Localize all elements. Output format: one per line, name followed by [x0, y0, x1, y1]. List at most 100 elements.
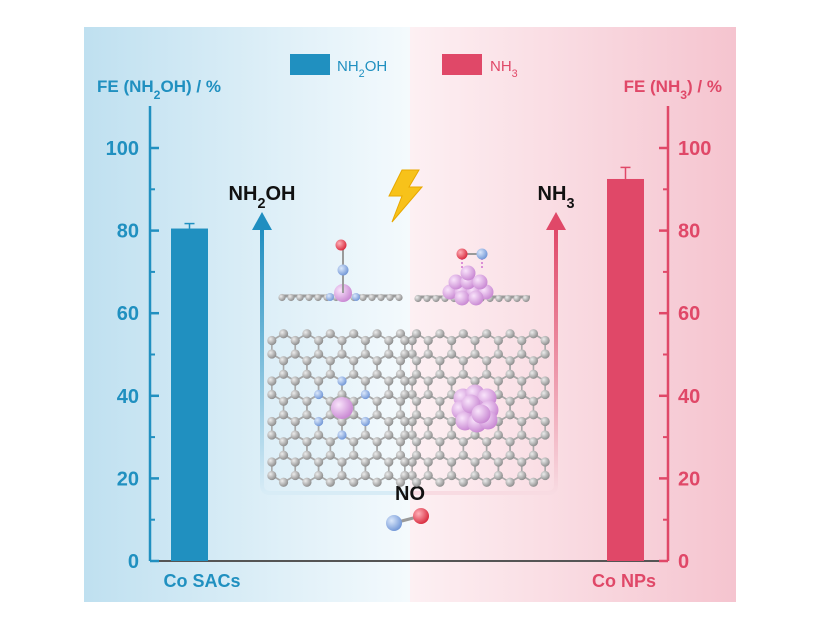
- carbon-atom: [372, 437, 382, 447]
- carbon-atom: [337, 416, 347, 427]
- carbon-atom: [372, 396, 382, 406]
- carbon-atom: [314, 457, 324, 467]
- carbon-atom: [423, 457, 433, 467]
- carbon-atom: [411, 477, 422, 487]
- carbon-atom: [314, 430, 324, 440]
- carbon-atom: [423, 294, 431, 303]
- pathway-arrow-nh2oh: [260, 228, 408, 495]
- carbon-atom: [337, 470, 347, 481]
- carbon-atom: [528, 356, 539, 366]
- carbon-atom: [435, 437, 445, 447]
- carbon-atom: [337, 389, 347, 400]
- carbon-atom: [400, 430, 410, 440]
- carbon-atom: [384, 457, 394, 467]
- carbon-atom: [290, 430, 300, 440]
- carbon-atom: [267, 349, 277, 359]
- carbon-atom: [384, 376, 394, 386]
- carbon-atom: [493, 457, 503, 467]
- carbon-atom: [423, 335, 433, 346]
- carbon-atom: [302, 477, 312, 487]
- carbon-atom: [540, 349, 550, 359]
- oxygen-atom: [456, 248, 468, 260]
- carbon-atom: [290, 376, 300, 386]
- carbon-atom: [411, 329, 422, 339]
- carbon-atom: [447, 335, 457, 346]
- carbon-atom: [423, 470, 433, 481]
- left-axis-title: FE (NH2OH) / %: [97, 77, 221, 102]
- carbon-atom: [513, 294, 521, 303]
- cobalt-atom: [468, 290, 484, 306]
- reactant-label-no: NO: [395, 483, 425, 505]
- bars: [171, 166, 644, 561]
- co-sac-side-view: [278, 239, 403, 302]
- carbon-atom: [482, 450, 492, 460]
- arrowhead-nh2oh: [252, 212, 272, 230]
- carbon-atom: [337, 349, 347, 359]
- carbon-atom: [337, 457, 347, 467]
- carbon-atom: [278, 396, 289, 406]
- nitrogen-atom: [337, 264, 349, 276]
- carbon-atom: [302, 410, 312, 420]
- carbon-atom: [278, 437, 289, 447]
- carbon-atom: [505, 329, 515, 339]
- carbon-atom: [372, 450, 382, 460]
- carbon-atom: [278, 329, 289, 339]
- carbon-atom: [411, 437, 422, 447]
- carbon-atom: [290, 416, 300, 427]
- carbon-atom: [447, 457, 457, 467]
- carbon-atom: [400, 416, 410, 427]
- right-tick-label: 40: [678, 386, 700, 408]
- carbon-atom: [360, 470, 370, 481]
- left-tick-label: 40: [117, 386, 139, 408]
- nitrogen-atom: [314, 416, 324, 427]
- carbon-atom: [505, 356, 515, 366]
- carbon-atom: [400, 335, 410, 346]
- carbon-atom: [290, 470, 300, 481]
- carbon-atom: [505, 369, 515, 379]
- background-left-panel: [84, 27, 410, 602]
- right-tick-label: 100: [678, 138, 711, 160]
- no-molecule-icon: [386, 508, 429, 531]
- carbon-atom: [325, 356, 335, 366]
- carbon-atom: [447, 470, 457, 481]
- carbon-atom: [278, 477, 289, 487]
- carbon-atom: [540, 457, 550, 467]
- carbon-atom: [384, 335, 394, 346]
- nitrogen-atom: [314, 389, 324, 400]
- carbon-atom: [435, 396, 445, 406]
- carbon-atom: [505, 410, 515, 420]
- carbon-atom: [290, 335, 300, 346]
- background-right-panel: [410, 27, 736, 602]
- carbon-atom: [349, 329, 359, 339]
- carbon-atom: [290, 457, 300, 467]
- carbon-atom: [349, 450, 359, 460]
- nitrogen-atom: [352, 293, 360, 301]
- carbon-atom: [411, 356, 422, 366]
- left-tick-label: 100: [106, 138, 139, 160]
- carbon-atom: [314, 349, 324, 359]
- carbon-atom: [302, 329, 312, 339]
- carbon-atom: [400, 389, 410, 400]
- carbon-atom: [447, 376, 457, 386]
- right-axis-ticks: 0 20 40 60 80 100: [659, 138, 711, 573]
- carbon-atom: [528, 410, 539, 420]
- carbon-atom: [528, 437, 539, 447]
- carbon-atom: [540, 335, 550, 346]
- lightning-icon: [388, 169, 424, 223]
- carbon-atom: [296, 293, 304, 302]
- right-tick-label: 20: [678, 468, 700, 490]
- legend-label-nh2oh: NH2OH: [337, 58, 387, 80]
- oxygen-atom: [335, 239, 347, 251]
- carbon-atom: [395, 369, 406, 379]
- carbon-atom: [395, 329, 406, 339]
- legend-label-nh3: NH3: [490, 58, 518, 80]
- carbon-atom: [432, 294, 440, 303]
- carbon-atom: [493, 335, 503, 346]
- carbon-atom: [360, 457, 370, 467]
- carbon-atom: [504, 294, 512, 303]
- carbon-atom: [470, 470, 480, 481]
- right-axis-title: FE (NH3) / %: [624, 77, 722, 102]
- carbon-atom: [325, 369, 335, 379]
- right-tick-label: 60: [678, 303, 700, 325]
